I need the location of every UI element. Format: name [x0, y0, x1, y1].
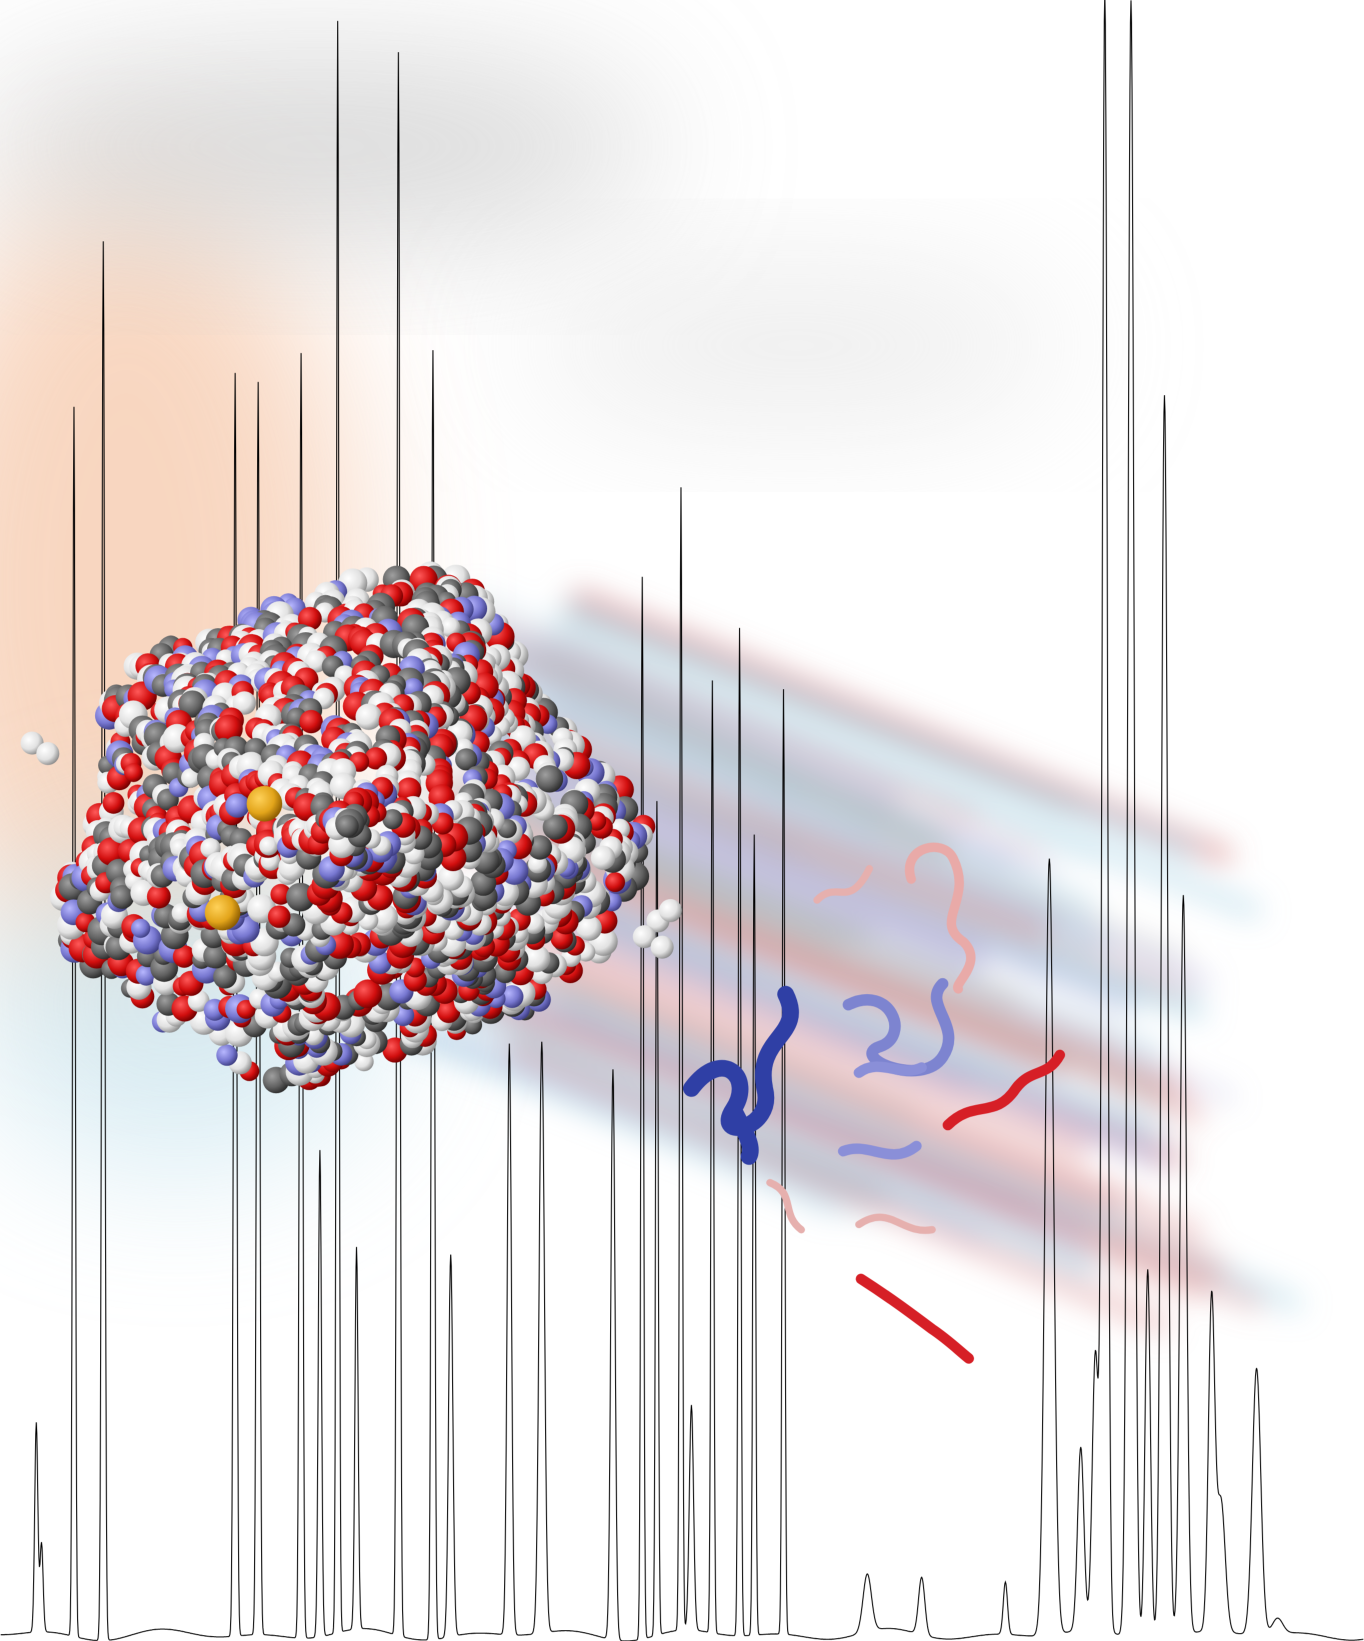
- streak: [452, 1000, 1099, 1278]
- atom: [181, 768, 201, 788]
- atom: [124, 763, 143, 782]
- ribbon: [683, 985, 799, 1165]
- atom: [267, 905, 291, 928]
- atom: [172, 945, 196, 968]
- atom: [203, 943, 229, 969]
- atom: [270, 883, 292, 905]
- streak: [560, 602, 1198, 861]
- atom: [364, 747, 388, 770]
- atom: [214, 714, 243, 743]
- peptide-ribbons: [683, 842, 1066, 1364]
- atom: [232, 691, 257, 715]
- atom: [437, 864, 465, 891]
- atom: [437, 999, 461, 1024]
- atom: [382, 808, 403, 830]
- atom: [535, 765, 564, 793]
- atom: [36, 742, 60, 766]
- atom: [102, 792, 125, 814]
- atom: [605, 872, 626, 893]
- atom: [396, 777, 422, 803]
- ribbon: [837, 1061, 927, 1160]
- atom: [336, 814, 359, 838]
- atom: [455, 748, 478, 771]
- atom: [216, 1044, 238, 1066]
- atom: [130, 918, 151, 938]
- atom: [355, 703, 382, 730]
- streak: [431, 596, 979, 822]
- streak: [552, 957, 1204, 1242]
- streak: [478, 966, 1128, 1233]
- atom: [650, 935, 674, 959]
- atom: [213, 964, 237, 989]
- atom: [225, 793, 250, 818]
- atom: [246, 785, 283, 822]
- streak: [506, 629, 899, 803]
- gray-haze: [523, 272, 1069, 419]
- atom: [353, 979, 383, 1009]
- atom: [97, 837, 126, 866]
- atom: [522, 944, 551, 973]
- streak: [541, 660, 948, 848]
- streak: [472, 989, 1208, 1298]
- gray-haze: [0, 52, 660, 241]
- atom: [632, 925, 656, 949]
- atom: [658, 898, 682, 923]
- atom: [542, 814, 568, 840]
- streak: [540, 627, 1263, 920]
- atom: [440, 617, 461, 638]
- atom: [204, 894, 241, 931]
- streak: [570, 589, 1233, 865]
- ribbon: [942, 1049, 1066, 1131]
- ribbon: [904, 842, 976, 994]
- atom: [259, 836, 279, 856]
- atom: [171, 902, 192, 923]
- atom: [500, 985, 524, 1009]
- ribbon: [766, 864, 936, 1234]
- ribbon: [855, 1273, 974, 1364]
- protein-spheres: [20, 561, 682, 1094]
- atom: [178, 690, 206, 718]
- atom: [576, 915, 602, 941]
- atom: [110, 885, 135, 909]
- streak: [436, 684, 1049, 943]
- atom: [299, 709, 323, 734]
- atom: [146, 884, 171, 909]
- atom: [590, 845, 616, 870]
